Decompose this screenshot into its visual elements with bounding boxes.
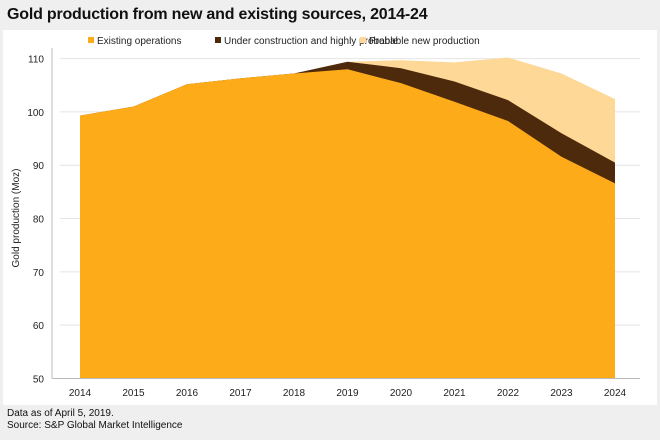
x-tick-label: 2017	[229, 388, 252, 399]
y-tick-label: 110	[28, 55, 44, 66]
x-tick-label: 2015	[122, 388, 145, 399]
x-tick-label: 2022	[497, 388, 520, 399]
legend-swatch	[215, 37, 221, 43]
x-tick-label: 2023	[550, 388, 573, 399]
x-tick-label: 2021	[443, 388, 466, 399]
y-tick-label: 70	[33, 268, 45, 279]
area-0	[80, 69, 615, 379]
legend-swatch	[360, 37, 366, 43]
footnote-date: Data as of April 5, 2019.	[7, 408, 114, 419]
y-tick-label: 80	[33, 215, 45, 226]
y-axis-label: Gold production (Moz)	[11, 169, 22, 268]
x-tick-label: 2018	[283, 388, 306, 399]
x-tick-label: 2020	[390, 388, 413, 399]
legend-swatch	[88, 37, 94, 43]
x-tick-label: 2016	[176, 388, 199, 399]
x-tick-label: 2019	[336, 388, 359, 399]
x-tick-label: 2024	[604, 388, 627, 399]
x-tick-label: 2014	[69, 388, 92, 399]
y-tick-label: 100	[27, 108, 44, 119]
y-tick-label: 60	[33, 321, 45, 332]
y-tick-label: 50	[33, 375, 45, 386]
legend-label: Under construction and highly probable	[224, 36, 398, 47]
chart-title: Gold production from new and existing so…	[7, 6, 428, 23]
legend-label: Existing operations	[97, 36, 182, 47]
footnote-source: Source: S&P Global Market Intelligence	[7, 420, 183, 431]
legend-label: Probable new production	[369, 36, 480, 47]
y-tick-label: 90	[33, 161, 45, 172]
